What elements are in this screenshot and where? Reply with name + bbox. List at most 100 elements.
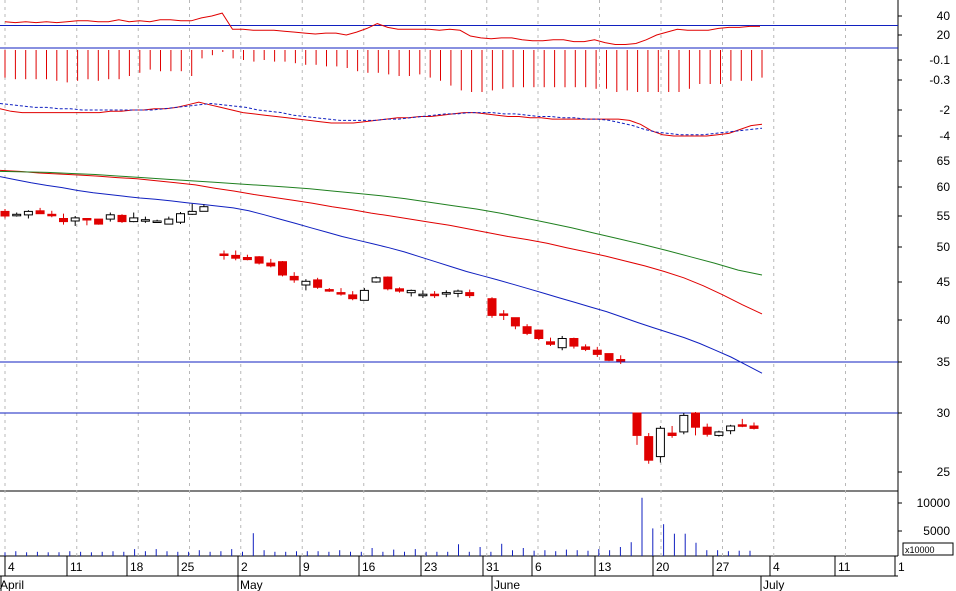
- x-day-label: 6: [535, 560, 542, 574]
- candle-body: [187, 210, 197, 215]
- candle-body: [499, 313, 509, 316]
- candle-body: [289, 275, 299, 281]
- candle-body: [465, 292, 475, 297]
- candle-body: [164, 218, 174, 225]
- candle-body: [702, 426, 712, 435]
- candle-body: [254, 256, 264, 264]
- volume-tick-label: 10000: [917, 496, 951, 510]
- candle-body: [383, 276, 393, 290]
- candle-body: [487, 298, 497, 316]
- price-tick-label: 50: [937, 240, 951, 254]
- candle-body: [324, 289, 334, 292]
- x-day-label: 16: [362, 560, 376, 574]
- x-day-label: 1: [898, 560, 905, 574]
- candle-body: [406, 289, 416, 294]
- price-tick-label: 65: [937, 154, 951, 168]
- candle-body: [592, 349, 602, 355]
- candle-body: [395, 288, 404, 292]
- candle-body: [278, 261, 287, 276]
- candle-body: [70, 217, 80, 222]
- moving-average-line: [0, 169, 763, 315]
- candle-body: [534, 329, 544, 340]
- x-day-label: 13: [598, 560, 612, 574]
- candle-body: [644, 436, 654, 461]
- x-day-label: 27: [716, 560, 730, 574]
- candle-body: [47, 213, 57, 217]
- y-axis: 40 20 -0.1 -0.3 -2 -4 65 60 55 50 45 40 35 30 25 10000 5…: [898, 9, 954, 556]
- candle-body: [313, 279, 323, 288]
- price-tick-label: 60: [937, 180, 951, 194]
- candle-body: [557, 338, 567, 349]
- candle-body: [94, 218, 104, 225]
- oscillator-tick-label: 20: [937, 28, 951, 42]
- price-tick-label: 35: [937, 355, 951, 369]
- candle-body: [82, 218, 92, 221]
- grid-lines: [0, 0, 899, 577]
- candle-body: [714, 431, 724, 436]
- candle-body: [441, 292, 451, 295]
- candle-body: [105, 214, 115, 220]
- histogram-tick-label: -0.1: [929, 53, 950, 67]
- candle-body: [231, 254, 241, 259]
- candle-body: [301, 280, 311, 286]
- x-day-label: 4: [8, 560, 15, 574]
- chart-marks: [0, 12, 898, 556]
- macd-tick-label: -2: [939, 103, 950, 117]
- candle-body: [152, 220, 162, 223]
- x-month-label: July: [763, 578, 784, 591]
- candle-body: [430, 293, 440, 297]
- candle-body: [510, 317, 520, 327]
- price-tick-label: 30: [937, 406, 951, 420]
- price-tick-label: 45: [937, 275, 951, 289]
- candle-body: [129, 217, 139, 223]
- moving-average-line: [0, 170, 763, 276]
- oscillator-tick-label: 40: [937, 9, 951, 23]
- candle-body: [359, 289, 369, 301]
- candle-body: [737, 424, 747, 427]
- candle-body: [176, 213, 185, 223]
- candle-body: [679, 414, 689, 433]
- candle-body: [336, 292, 346, 295]
- candle-body: [140, 219, 150, 222]
- volume-tick-label: 5000: [923, 524, 950, 538]
- candle-body: [616, 359, 626, 362]
- x-day-label: 20: [656, 560, 670, 574]
- candle-body: [569, 338, 579, 347]
- x-month-label: June: [494, 578, 520, 591]
- candle-body: [522, 326, 532, 334]
- x-day-label: 2: [241, 560, 248, 574]
- x-day-label: 31: [486, 560, 500, 574]
- candle-body: [453, 290, 463, 294]
- candle-body: [59, 218, 68, 223]
- candle-body: [242, 257, 252, 261]
- x-day-label: 11: [838, 560, 851, 574]
- candle-body: [23, 210, 33, 216]
- candle-body: [418, 293, 428, 297]
- candle-body: [266, 262, 276, 267]
- x-day-label: 4: [773, 560, 780, 574]
- candle-body: [726, 425, 736, 432]
- price-tick-label: 40: [937, 313, 951, 327]
- candle-body: [691, 412, 700, 428]
- x-day-label: 9: [303, 560, 310, 574]
- candle-body: [546, 341, 555, 345]
- candle-body: [371, 277, 381, 283]
- moving-average-line: [0, 176, 763, 374]
- price-tick-label: 55: [937, 209, 951, 223]
- x-day-label: 11: [70, 560, 83, 574]
- x-day-label: 18: [130, 560, 144, 574]
- candle-body: [604, 353, 614, 361]
- candle-body: [581, 346, 591, 350]
- volume-multiplier-box: [902, 542, 954, 556]
- oscillator-line: [4, 12, 760, 45]
- macd-tick-label: -4: [939, 129, 950, 143]
- x-day-label: 25: [181, 560, 195, 574]
- candle-body: [348, 294, 358, 300]
- x-day-label: 23: [424, 560, 438, 574]
- candle-body: [655, 427, 665, 458]
- candle-body: [0, 210, 10, 217]
- macd-signal-line: [0, 102, 763, 136]
